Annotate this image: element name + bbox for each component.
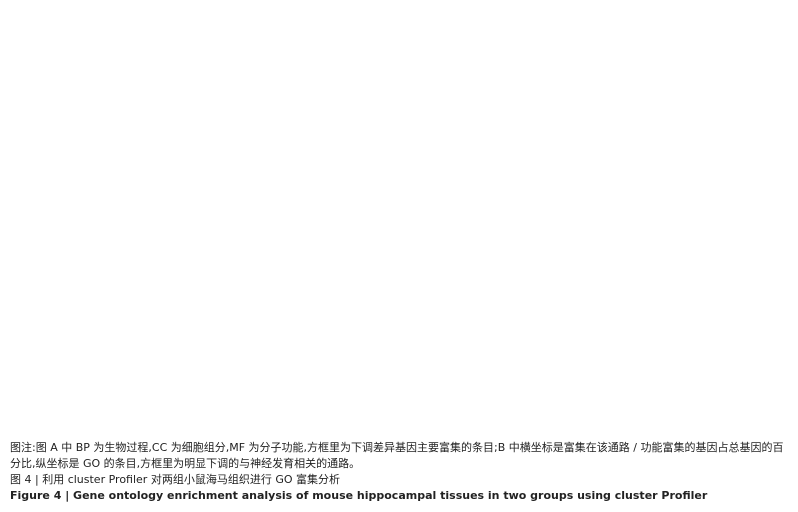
figure-note: 图注:图 A 中 BP 为生物过程,CC 为细胞组分,MF 为分子功能,方框里为… — [10, 441, 784, 470]
figure-title-en: Figure 4 | Gene ontology enrichment anal… — [10, 489, 708, 502]
figure-title-cn: 图 4 | 利用 cluster Profiler 对两组小鼠海马组织进行 GO… — [10, 473, 340, 486]
figure-panels — [0, 8, 798, 440]
